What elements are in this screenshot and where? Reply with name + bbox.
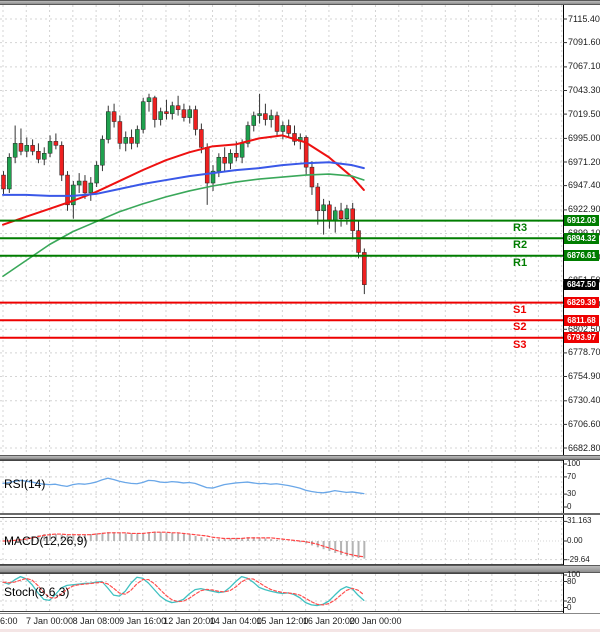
resistance-line-label: R1	[513, 256, 528, 269]
resistance-price-badge: 6876.61	[564, 250, 599, 262]
rsi-axis-tick: 100	[567, 459, 581, 468]
resistance-line-label: R2	[513, 239, 528, 252]
time-axis-label: 6:00	[0, 616, 18, 626]
price-axis-tick: 6706.60	[568, 418, 600, 429]
price-axis-tick: 6754.90	[568, 371, 600, 381]
support-line-label: S3	[513, 338, 527, 351]
stoch-axis-tick: 20	[567, 596, 576, 605]
support-price-badge: 6793.97	[564, 332, 599, 344]
price-axis-tick: 6730.40	[568, 395, 600, 406]
support-price-badge: 6811.68	[564, 314, 599, 326]
price-axis-tick: 6802.50	[568, 323, 600, 334]
price-axis-tick: 6778.70	[568, 347, 600, 358]
macd-axis-tick: 31.163	[567, 516, 592, 526]
time-axis-label: 16 Jan 20:00	[302, 616, 355, 626]
stoch-axis-tick: 80	[567, 576, 576, 586]
time-axis-label: 20 Jan 00:00	[349, 616, 402, 626]
support-line-label: S2	[513, 321, 527, 334]
macd-axis-tick: -29.64	[567, 554, 590, 564]
time-axis-label: 9 Jan 16:00	[119, 616, 167, 626]
macd-panel-label: MACD(12,26,9)	[4, 534, 88, 548]
resistance-price-badge: 6912.03	[564, 215, 599, 227]
time-axis-label: 15 Jan 12:00	[256, 616, 309, 626]
rsi-axis-tick: 70	[567, 471, 576, 481]
price-axis-tick: 6922.90	[568, 204, 600, 215]
price-axis-tick: 6995.00	[568, 132, 600, 143]
price-axis-tick: 7019.50	[568, 108, 600, 119]
main-rsi-separator-bar	[0, 455, 600, 460]
rsi-axis-tick: 30	[567, 489, 576, 499]
rsi-macd-separator-line	[0, 513, 600, 515]
price-axis-tick: 7115.40	[568, 13, 600, 24]
bottom-strip	[0, 629, 600, 632]
time-axis-label: 14 Jan 04:00	[209, 616, 262, 626]
current-price-badge: 6847.50	[564, 279, 599, 291]
rsi-axis-tick: 0	[567, 502, 572, 511]
resistance-line-label: R3	[513, 221, 528, 234]
price-axis-tick: 7067.10	[568, 61, 600, 72]
macd-stoch-separator-bar	[0, 565, 600, 573]
time-axis-label: 12 Jan 20:00	[163, 616, 216, 626]
stoch-axis-tick: 0	[567, 602, 572, 612]
price-axis-tick: 7091.60	[568, 37, 600, 48]
time-axis-label: 7 Jan 00:00	[26, 616, 74, 626]
rsi-panel-label: RSI(14)	[4, 477, 46, 491]
price-axis-tick: 6947.40	[568, 180, 600, 191]
macd-axis-tick: 0.00	[567, 536, 583, 545]
price-axis-tick: 6971.20	[568, 156, 600, 167]
price-axis-tick: 6682.80	[568, 442, 600, 453]
price-axis-tick: 7043.30	[568, 85, 600, 95]
stoch-axis-tick: 100	[567, 570, 581, 579]
support-price-badge: 6829.39	[564, 297, 599, 309]
top-separator-bar	[0, 0, 600, 5]
time-axis-label: 8 Jan 08:00	[72, 616, 120, 626]
resistance-price-badge: 6894.32	[564, 232, 599, 244]
stoch-panel-label: Stoch(9,6,3)	[4, 585, 70, 599]
support-line-label: S1	[513, 303, 527, 316]
